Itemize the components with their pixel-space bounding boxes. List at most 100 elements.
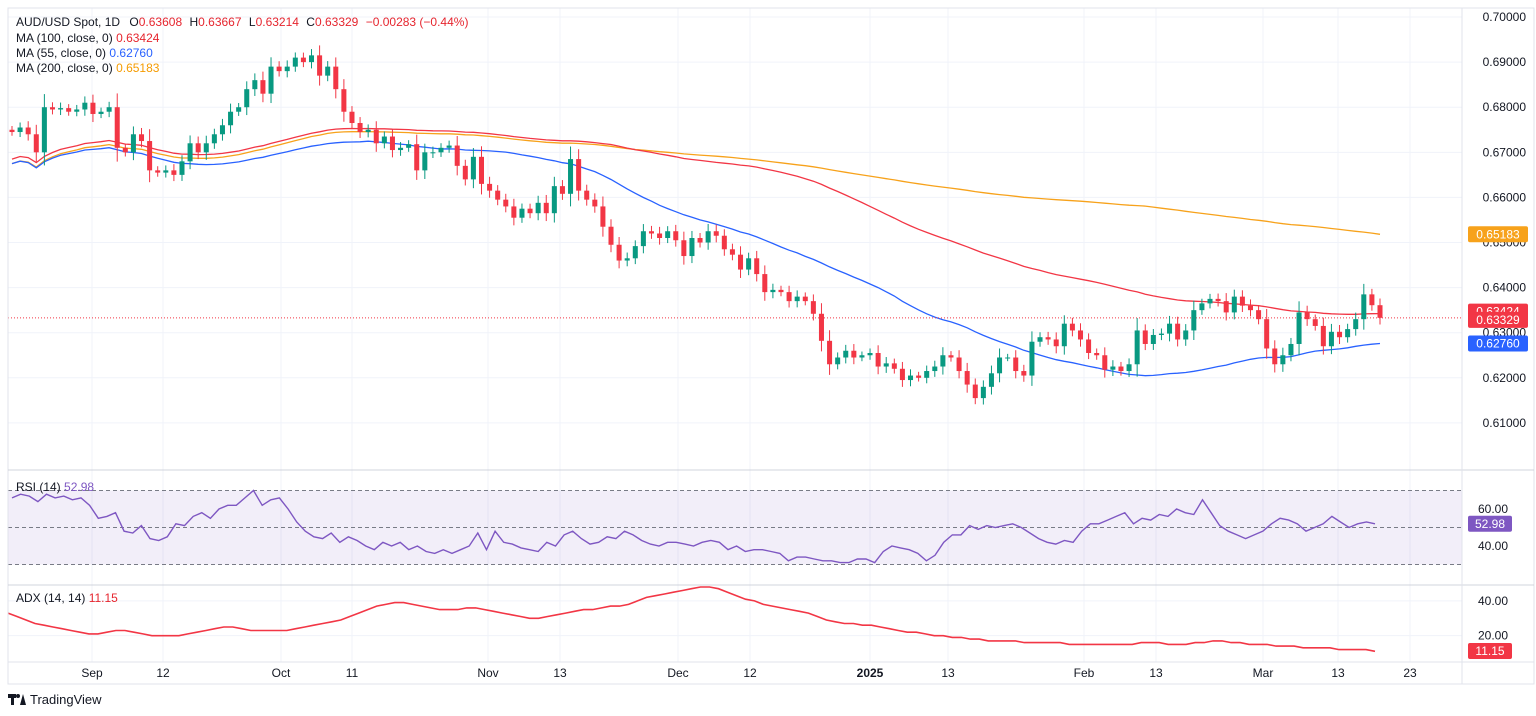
- candle-body: [155, 170, 161, 173]
- candle-body: [1094, 353, 1100, 356]
- candle-body: [1288, 343, 1294, 356]
- candle-body: [1296, 312, 1302, 344]
- candle-body: [74, 109, 80, 112]
- candle-body: [147, 141, 153, 171]
- candle-body: [1158, 333, 1164, 335]
- candle-body: [203, 143, 209, 153]
- candle-body: [551, 186, 557, 214]
- price-tag-bg: [1468, 226, 1528, 243]
- candle-body: [899, 368, 905, 381]
- indicator-lines: [7, 489, 1376, 653]
- candle-body: [762, 274, 768, 293]
- tradingview-logo[interactable]: TradingView: [8, 692, 102, 707]
- rsi-tag-bg: [1468, 515, 1512, 532]
- ma55-line: [11, 140, 1381, 377]
- candle-body: [875, 353, 881, 367]
- candle-body: [810, 301, 816, 314]
- candle-body: [543, 202, 549, 214]
- candle-body: [260, 80, 266, 94]
- y-tick-label: 0.68000: [1483, 100, 1527, 114]
- candle-body: [503, 199, 509, 207]
- rsi-legend[interactable]: RSI (14) 52.98: [16, 480, 94, 494]
- x-tick-label: 11: [346, 666, 359, 680]
- candle-body: [268, 66, 274, 94]
- candle-body: [33, 134, 39, 153]
- candle-body: [211, 134, 217, 144]
- candle-body: [657, 233, 663, 238]
- candle-body: [1021, 371, 1027, 376]
- candle-body: [713, 231, 719, 236]
- candle-body: [1118, 366, 1124, 372]
- symbol-title: AUD/USD Spot, 1D: [16, 15, 121, 29]
- candle-body: [1191, 310, 1197, 331]
- candle-body: [632, 246, 638, 259]
- candle-body: [1345, 329, 1351, 338]
- change-value: −0.00283 (−0.44%): [365, 15, 469, 29]
- open-label: O: [129, 15, 139, 29]
- price-tag-label: 0.62760: [1476, 337, 1520, 351]
- candle-body: [398, 147, 404, 151]
- candle-body: [187, 143, 193, 162]
- ma100-legend[interactable]: MA (100, close, 0) 0.63424: [16, 31, 159, 45]
- ma100-line: [11, 127, 1381, 315]
- rsi-band: [8, 490, 1462, 565]
- candle-body: [244, 89, 250, 108]
- x-tick-label: Oct: [272, 666, 291, 680]
- ma200-legend[interactable]: MA (200, close, 0) 0.65183: [16, 61, 159, 75]
- ma200-line: [11, 130, 1381, 235]
- candle-body: [527, 208, 533, 214]
- candle-body: [487, 183, 493, 191]
- ma55-value: 0.62760: [109, 46, 153, 60]
- y-tick-label: 0.62000: [1483, 371, 1527, 385]
- candle-body: [1361, 294, 1367, 320]
- candle-body: [980, 386, 986, 399]
- candle-body: [794, 296, 800, 302]
- ma200-label: MA (200, close, 0): [16, 61, 113, 75]
- candle-body: [867, 353, 873, 356]
- rsi-tag-label: 52.98: [1475, 517, 1505, 531]
- candle-body: [171, 170, 177, 175]
- candle-body: [1110, 366, 1116, 370]
- price-tag-label: 0.65183: [1476, 227, 1520, 241]
- ma55-legend[interactable]: MA (55, close, 0) 0.62760: [16, 46, 153, 60]
- candle-body: [697, 238, 703, 243]
- high-label: H: [189, 15, 199, 29]
- candle-body: [988, 373, 994, 387]
- tradingview-name: TradingView: [30, 692, 102, 707]
- candle-body: [454, 145, 460, 166]
- y-tick-label: 0.64000: [1483, 281, 1527, 295]
- candle-body: [373, 129, 379, 144]
- candle-body: [940, 355, 946, 367]
- candle-body: [1223, 301, 1229, 313]
- candle-body: [357, 123, 363, 133]
- candle-body: [770, 289, 776, 293]
- candle-body: [608, 226, 614, 245]
- ma200-value: 0.65183: [116, 61, 160, 75]
- candle-body: [1183, 330, 1189, 340]
- candle-body: [228, 111, 234, 126]
- adx-legend[interactable]: ADX (14, 14) 11.15: [16, 591, 118, 605]
- grid-lines: [8, 8, 1462, 662]
- ma55-label: MA (55, close, 0): [16, 46, 107, 60]
- candle-body: [308, 55, 315, 63]
- candle-body: [1037, 337, 1043, 342]
- candle-body: [624, 258, 630, 261]
- candle-body: [446, 145, 452, 148]
- candle-body: [1102, 355, 1108, 370]
- candle-body: [478, 156, 485, 184]
- candle-body: [1167, 323, 1173, 334]
- axes: 0.700000.690000.680000.670000.660000.650…: [7, 7, 1535, 685]
- candle-body: [325, 66, 331, 76]
- candle-body: [511, 206, 517, 218]
- candle-body: [317, 55, 323, 76]
- high-value: 0.63667: [198, 15, 242, 29]
- rsi-value: 52.98: [64, 480, 95, 494]
- candle-body: [1150, 334, 1156, 344]
- candle-body: [616, 244, 622, 261]
- candle-body: [738, 254, 744, 270]
- candle-body: [349, 111, 355, 123]
- candle-body: [1199, 303, 1205, 311]
- candle-body: [292, 57, 298, 67]
- candle-body: [341, 89, 347, 112]
- open-value: 0.63608: [138, 15, 183, 29]
